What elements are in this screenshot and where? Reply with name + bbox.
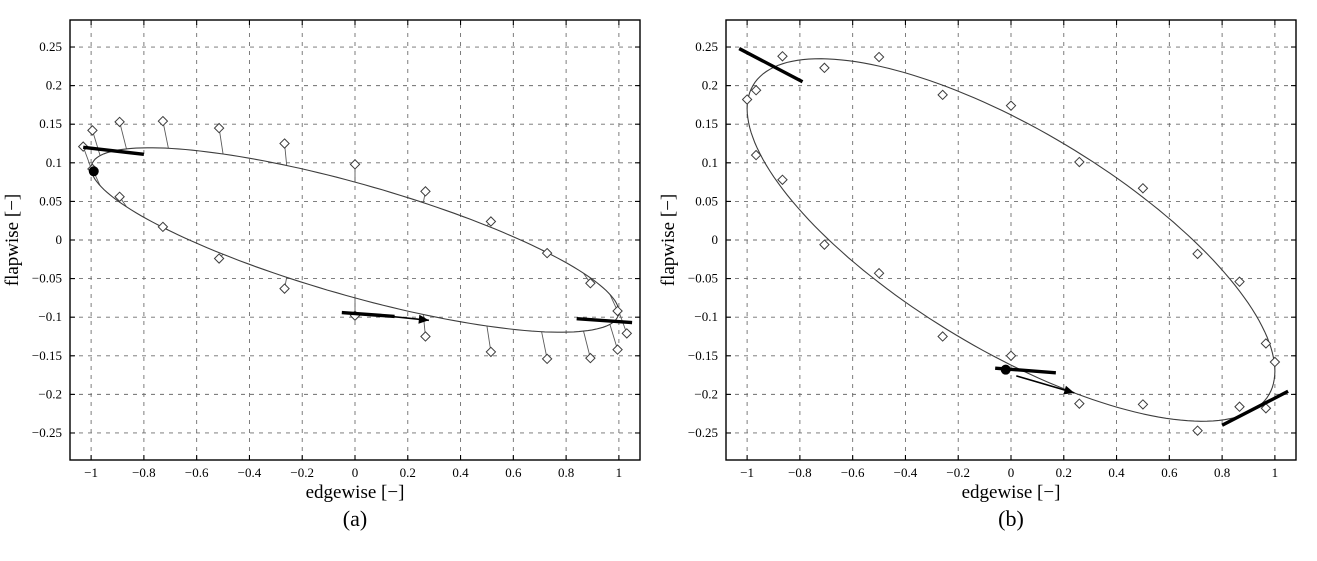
chart-b-caption: (b) — [998, 506, 1024, 531]
chart-panel-a: −1 −0.8 −0.6 −0.4 −0.2 0 0.2 0.4 0.6 0.8 1 −0.25 −0.… — [2, 6, 654, 532]
svg-text:0: 0 — [712, 232, 719, 247]
svg-text:−0.8: −0.8 — [132, 465, 156, 480]
chart-a-plot: −1 −0.8 −0.6 −0.4 −0.2 0 0.2 0.4 0.6 0.8 1 −0.25 −0.… — [2, 19, 641, 503]
svg-text:−0.2: −0.2 — [290, 465, 314, 480]
svg-text:0.8: 0.8 — [1214, 465, 1230, 480]
svg-text:0.6: 0.6 — [505, 465, 522, 480]
svg-text:0.2: 0.2 — [702, 78, 718, 93]
svg-text:0.6: 0.6 — [1161, 465, 1178, 480]
svg-text:flapwise [−]: flapwise [−] — [2, 194, 23, 287]
svg-text:−0.6: −0.6 — [185, 465, 209, 480]
svg-text:0.25: 0.25 — [695, 39, 718, 54]
svg-text:−0.2: −0.2 — [946, 465, 970, 480]
svg-text:0: 0 — [56, 232, 63, 247]
svg-text:0.2: 0.2 — [400, 465, 416, 480]
svg-text:−0.25: −0.25 — [32, 425, 62, 440]
svg-text:edgewise [−]: edgewise [−] — [962, 482, 1061, 503]
svg-text:−1: −1 — [740, 465, 754, 480]
svg-text:0.1: 0.1 — [46, 155, 62, 170]
svg-text:0.2: 0.2 — [46, 78, 62, 93]
svg-text:−0.8: −0.8 — [788, 465, 812, 480]
svg-text:edgewise [−]: edgewise [−] — [306, 482, 405, 503]
svg-text:−0.2: −0.2 — [38, 386, 62, 401]
svg-text:0.4: 0.4 — [1108, 465, 1125, 480]
svg-text:−0.25: −0.25 — [688, 425, 718, 440]
svg-text:0: 0 — [1008, 465, 1015, 480]
svg-text:0.15: 0.15 — [695, 116, 718, 131]
svg-text:1: 1 — [616, 465, 623, 480]
svg-text:−0.15: −0.15 — [688, 348, 718, 363]
chart-panel-b: −1 −0.8 −0.6 −0.4 −0.2 0 0.2 0.4 0.6 0.8 1 −0.25 −0.… — [658, 6, 1310, 532]
svg-text:0.05: 0.05 — [695, 193, 718, 208]
svg-text:0.1: 0.1 — [702, 155, 718, 170]
chart-a-caption: (a) — [342, 506, 368, 531]
figure: −1 −0.8 −0.6 −0.4 −0.2 0 0.2 0.4 0.6 0.8 1 −0.25 −0.… — [2, 6, 1310, 532]
svg-text:0.4: 0.4 — [452, 465, 469, 480]
svg-text:−0.15: −0.15 — [32, 348, 62, 363]
svg-text:flapwise [−]: flapwise [−] — [658, 194, 679, 287]
svg-text:−0.1: −0.1 — [38, 309, 62, 324]
svg-text:−1: −1 — [84, 465, 98, 480]
svg-text:0.2: 0.2 — [1056, 465, 1072, 480]
svg-text:0.8: 0.8 — [558, 465, 574, 480]
svg-text:−0.1: −0.1 — [694, 309, 718, 324]
chart-b-plot: −1 −0.8 −0.6 −0.4 −0.2 0 0.2 0.4 0.6 0.8 1 −0.25 −0.… — [658, 19, 1297, 503]
svg-text:−0.4: −0.4 — [238, 465, 262, 480]
svg-text:−0.2: −0.2 — [694, 386, 718, 401]
svg-text:−0.05: −0.05 — [688, 271, 718, 286]
svg-text:0.15: 0.15 — [39, 116, 62, 131]
svg-text:1: 1 — [1272, 465, 1279, 480]
svg-text:0.25: 0.25 — [39, 39, 62, 54]
svg-text:−0.05: −0.05 — [32, 271, 62, 286]
svg-text:−0.6: −0.6 — [841, 465, 865, 480]
svg-text:0: 0 — [352, 465, 359, 480]
svg-text:−0.4: −0.4 — [894, 465, 918, 480]
svg-text:0.05: 0.05 — [39, 193, 62, 208]
